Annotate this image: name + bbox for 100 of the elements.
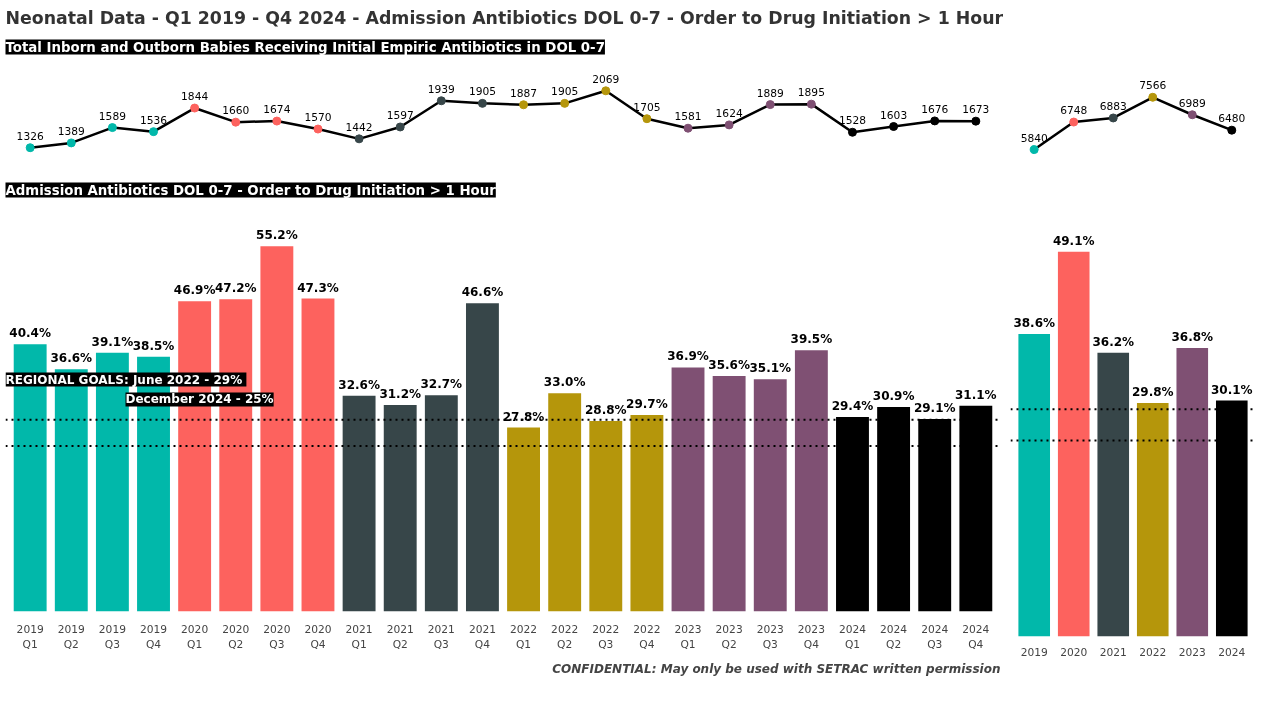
- point: [1187, 110, 1197, 120]
- data-label: 35.6%: [708, 357, 750, 372]
- data-label: 1581: [674, 110, 702, 124]
- chart-title: Admission Antibiotics DOL 0-7 - Order to Drug Initiation > 1 Hour: [5, 182, 497, 198]
- data-label: 1905: [551, 85, 579, 99]
- data-label: 1603: [880, 108, 908, 122]
- point: [930, 116, 940, 126]
- point: [765, 100, 775, 110]
- data-label: 1673: [962, 103, 990, 117]
- bar: [507, 427, 540, 612]
- point: [889, 122, 899, 131]
- x-tick-label: 2022 Q1: [510, 622, 538, 652]
- point: [313, 124, 323, 134]
- point: [847, 127, 857, 137]
- data-label: 28.8%: [584, 402, 627, 417]
- point: [149, 127, 159, 137]
- point: [1108, 113, 1118, 123]
- data-label: 1844: [181, 90, 209, 104]
- point: [190, 103, 200, 113]
- point: [395, 122, 405, 132]
- point: [477, 98, 487, 108]
- point: [806, 99, 816, 109]
- data-label: 1536: [139, 113, 168, 127]
- data-label: 1589: [98, 109, 127, 123]
- bar: [671, 367, 705, 612]
- data-label: 36.9%: [667, 349, 709, 364]
- text: CONFIDENTIAL: May only be used with SETRAC written permission: [552, 661, 1001, 676]
- data-label: 47.3%: [297, 280, 339, 295]
- bar: [466, 303, 499, 612]
- data-label: 39.1%: [91, 334, 134, 349]
- x-tick-label: 2022: [1139, 645, 1167, 659]
- data-label: 2069: [592, 72, 620, 86]
- data-label: 49.1%: [1052, 233, 1095, 248]
- point: [1069, 117, 1079, 127]
- x-tick-label: 2024 Q1: [838, 622, 867, 652]
- data-label: 30.9%: [872, 389, 915, 404]
- data-label: 6883: [1099, 99, 1127, 113]
- x-tick-label: 2021 Q1: [345, 622, 373, 652]
- x-tick-label: 2019 Q3: [98, 622, 127, 652]
- x-tick-label: 2022 Q3: [592, 622, 620, 652]
- data-label: 1887: [510, 86, 538, 100]
- data-label: 31.2%: [379, 387, 422, 402]
- x-tick-label: 2023: [1178, 645, 1206, 659]
- x-tick-label: 2019 Q2: [57, 622, 86, 652]
- data-label: 6748: [1060, 104, 1088, 118]
- x-tick-label: 2022 Q4: [633, 622, 661, 652]
- data-label: 36.2%: [1092, 334, 1135, 349]
- point: [601, 86, 611, 96]
- point: [231, 117, 241, 127]
- point: [1227, 125, 1237, 135]
- data-label: 1389: [57, 124, 86, 138]
- data-label: 29.1%: [913, 400, 956, 415]
- data-label: 1895: [797, 86, 825, 100]
- bar: [1136, 402, 1169, 637]
- point: [272, 116, 282, 126]
- x-tick-label: 2020 Q3: [263, 622, 291, 652]
- data-label: 6480: [1218, 112, 1246, 126]
- point: [560, 98, 570, 108]
- data-label: 1705: [633, 100, 661, 114]
- x-tick-label: 2021: [1099, 645, 1127, 659]
- x-tick-label: 2020: [1060, 645, 1088, 659]
- point: [724, 120, 734, 130]
- data-label: 29.8%: [1131, 384, 1174, 399]
- point: [25, 143, 35, 153]
- bar: [301, 298, 335, 612]
- data-label: 1674: [263, 103, 291, 117]
- data-label: 6989: [1178, 96, 1207, 110]
- data-label: 29.7%: [626, 397, 668, 412]
- chart-title: Neonatal Data - Q1 2019 - Q4 2024 - Admission Antibiotics DOL 0-7 - Order to Drug Initiation > 1 Hour: [5, 7, 1004, 28]
- bar: [794, 350, 828, 612]
- data-label: 29.4%: [831, 399, 874, 413]
- x-tick-label: 2021 Q2: [386, 622, 414, 652]
- x-tick-label: 2020 Q2: [222, 622, 250, 652]
- bar: [424, 395, 458, 612]
- x-tick-label: 2024 Q2: [880, 622, 908, 652]
- bar: [1097, 352, 1130, 637]
- point: [971, 116, 981, 126]
- data-label: 38.6%: [1013, 315, 1056, 330]
- x-tick-label: 2020 Q4: [304, 622, 332, 652]
- data-label: 31.1%: [955, 387, 997, 402]
- data-label: 46.9%: [173, 283, 216, 298]
- data-label: 1326: [16, 129, 44, 143]
- data-label: 33.0%: [543, 375, 586, 390]
- x-tick-label: 2024 Q4: [962, 622, 990, 652]
- data-label: 5840: [1020, 131, 1048, 145]
- point: [1029, 145, 1039, 155]
- x-tick-label: 2023 Q3: [756, 622, 784, 652]
- data-label: 1528: [838, 114, 867, 128]
- point: [107, 123, 117, 133]
- data-label: 55.2%: [256, 228, 298, 243]
- data-label: 1939: [427, 82, 456, 96]
- bar: [753, 379, 787, 612]
- data-label: 27.8%: [502, 409, 545, 424]
- x-tick-label: 2023 Q1: [674, 622, 702, 652]
- data-label: 38.5%: [132, 338, 175, 353]
- data-label: 39.5%: [790, 332, 833, 347]
- bar: [383, 405, 417, 612]
- x-tick-label: 2024 Q3: [921, 622, 949, 652]
- x-tick-label: 2019 Q1: [16, 622, 44, 652]
- annotation: REGIONAL GOALS: June 2022 - 29%: [5, 372, 243, 387]
